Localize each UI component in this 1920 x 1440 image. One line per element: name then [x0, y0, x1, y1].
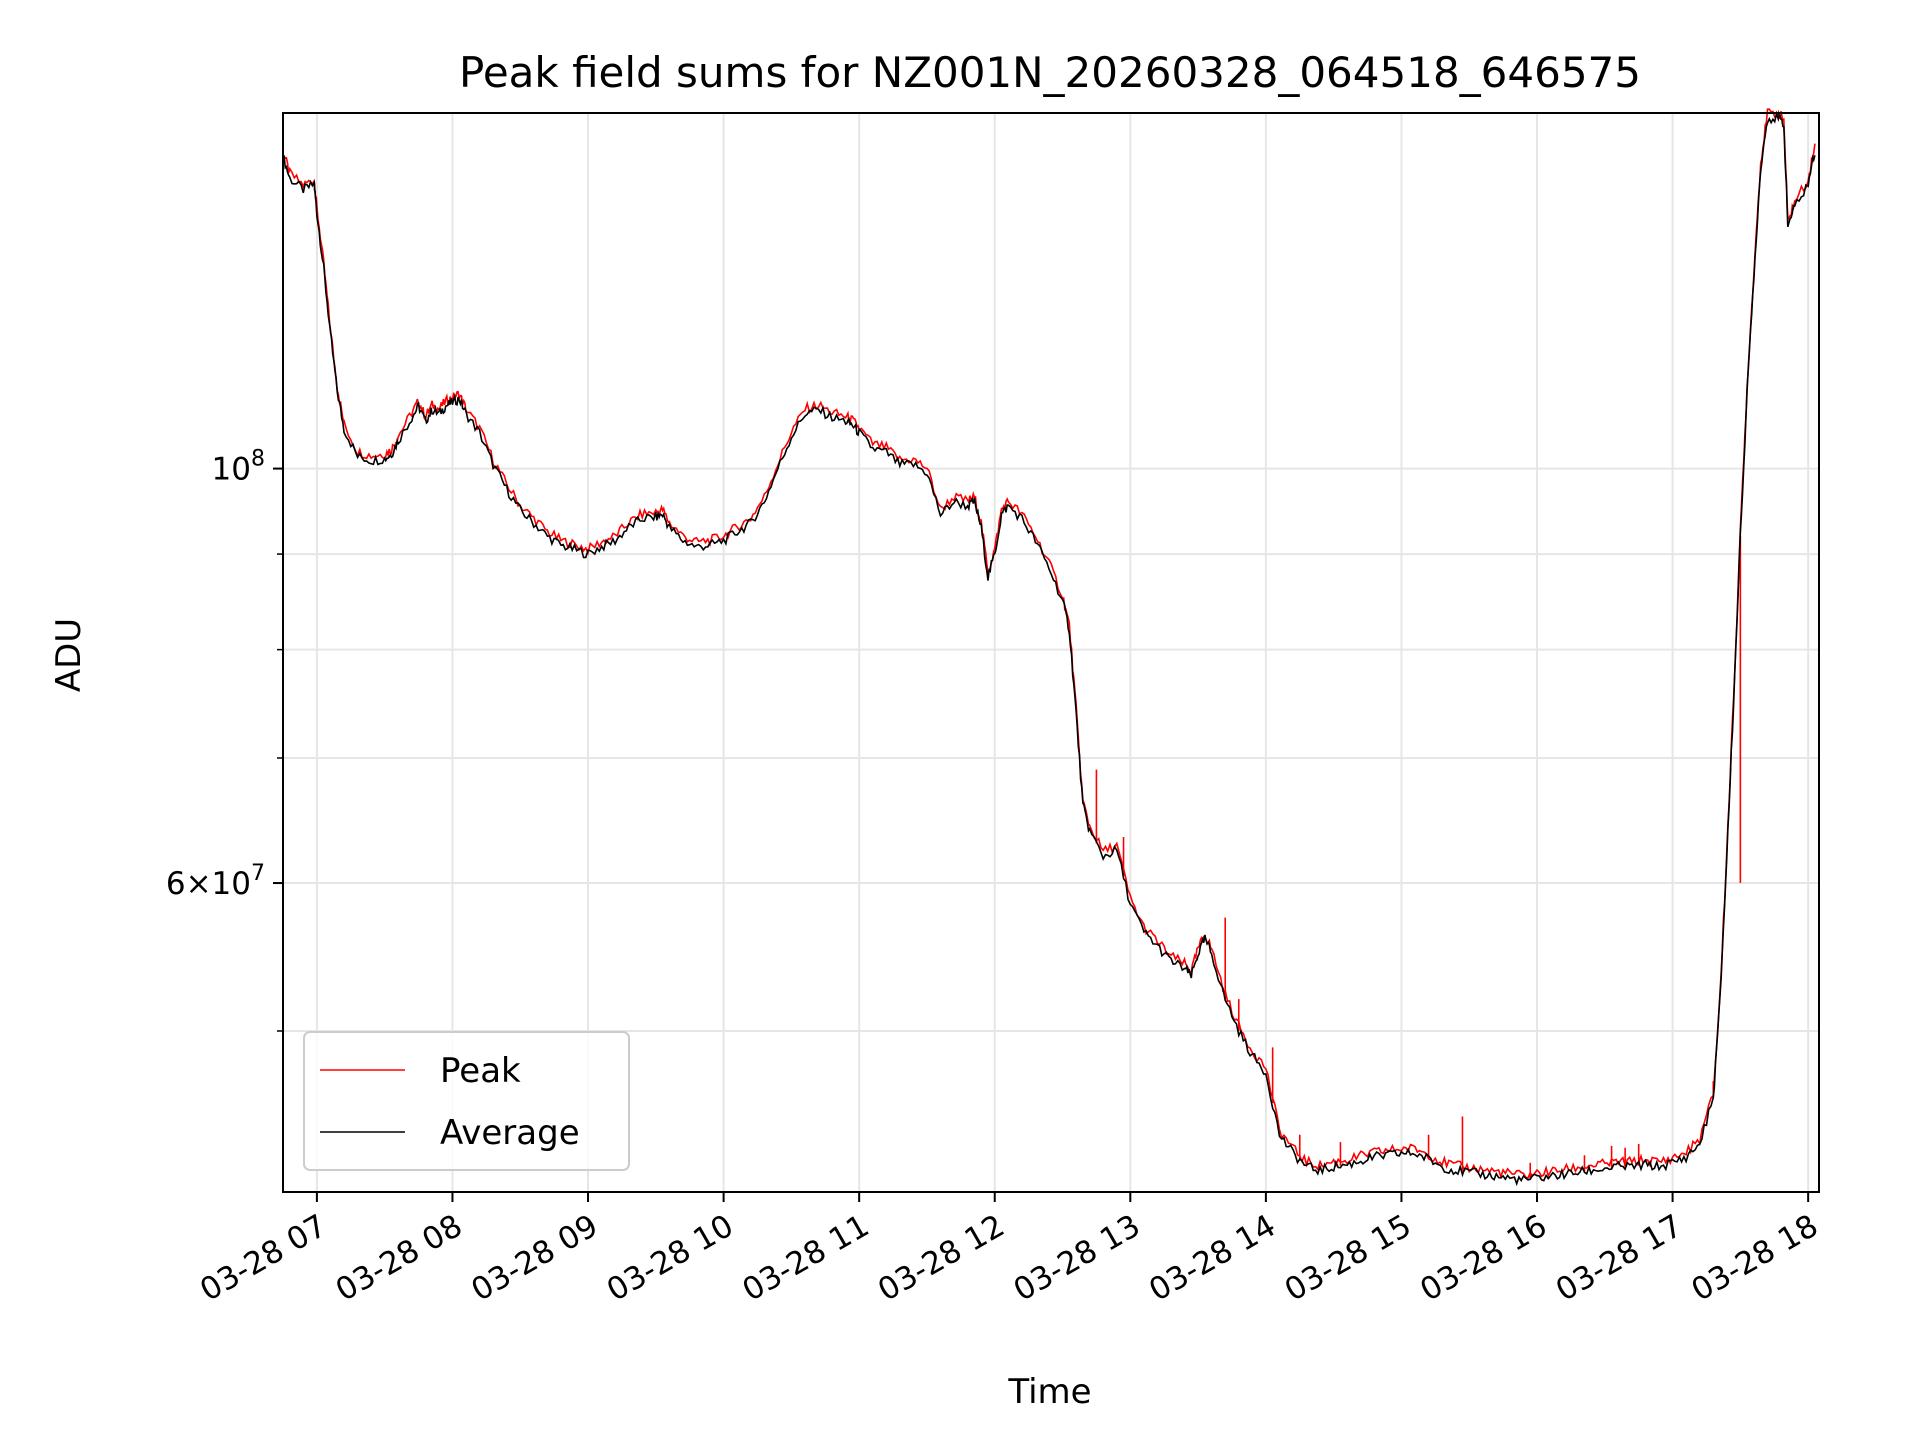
chart-title: Peak field sums for NZ001N_20260328_0645…: [459, 48, 1641, 97]
plot-frame: [282, 112, 1820, 1193]
y-tick-label: 6×107: [166, 861, 265, 902]
grid-lines: [283, 113, 1819, 1192]
average-series-line: [282, 110, 1816, 1187]
y-tick-label: 108: [212, 447, 265, 488]
legend-average-label: Average: [440, 1113, 580, 1153]
legend-box: [303, 1031, 630, 1171]
peak-series-line: [282, 108, 1816, 1180]
legend-peak-label: Peak: [440, 1051, 521, 1091]
y-axis-label: ADU: [49, 618, 89, 692]
data-series: [282, 108, 1816, 1187]
legend: Peak Average: [303, 1031, 630, 1171]
x-axis-label: Time: [1007, 1372, 1091, 1412]
